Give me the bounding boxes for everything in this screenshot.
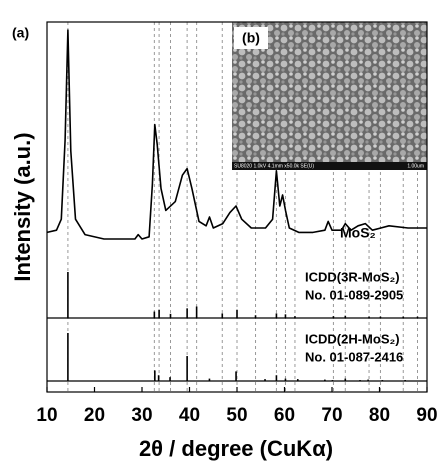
x-tick-label: 90 <box>416 405 437 426</box>
x-tick-label: 20 <box>84 405 105 426</box>
x-tick-label: 30 <box>131 405 152 426</box>
inset-caption: SU8020 1.0kV 4.1mm x50.0k SE(U) <box>234 163 314 169</box>
x-tick-label: 80 <box>369 405 390 426</box>
reference-number: No. 01-087-2416 <box>305 349 403 364</box>
panel-label: (a) <box>12 25 29 41</box>
x-tick-label: 70 <box>321 405 342 426</box>
x-tick-label: 50 <box>226 405 247 426</box>
scale-bar-label: 1.00um <box>407 163 424 169</box>
inset-label: (b) <box>242 30 260 46</box>
sem-inset: SU8020 1.0kV 4.1mm x50.0k SE(U) 1.00um (… <box>232 22 427 170</box>
x-tick-label: 10 <box>36 405 57 426</box>
reference-name: ICDD(3R-MoS₂) <box>305 269 400 284</box>
reference-number: No. 01-089-2905 <box>305 287 403 302</box>
x-tick-label: 60 <box>274 405 295 426</box>
x-axis-label: 2θ / degree (CuKα) <box>139 436 333 461</box>
annotation: MoS₂ <box>340 225 376 241</box>
reference-name: ICDD(2H-MoS₂) <box>305 331 400 346</box>
x-tick-label: 40 <box>179 405 200 426</box>
inset-label-box <box>234 27 268 49</box>
y-axis-label: Intensity (a.u.) <box>10 132 35 281</box>
xrd-pattern <box>46 29 427 240</box>
caption-bar <box>232 162 427 170</box>
